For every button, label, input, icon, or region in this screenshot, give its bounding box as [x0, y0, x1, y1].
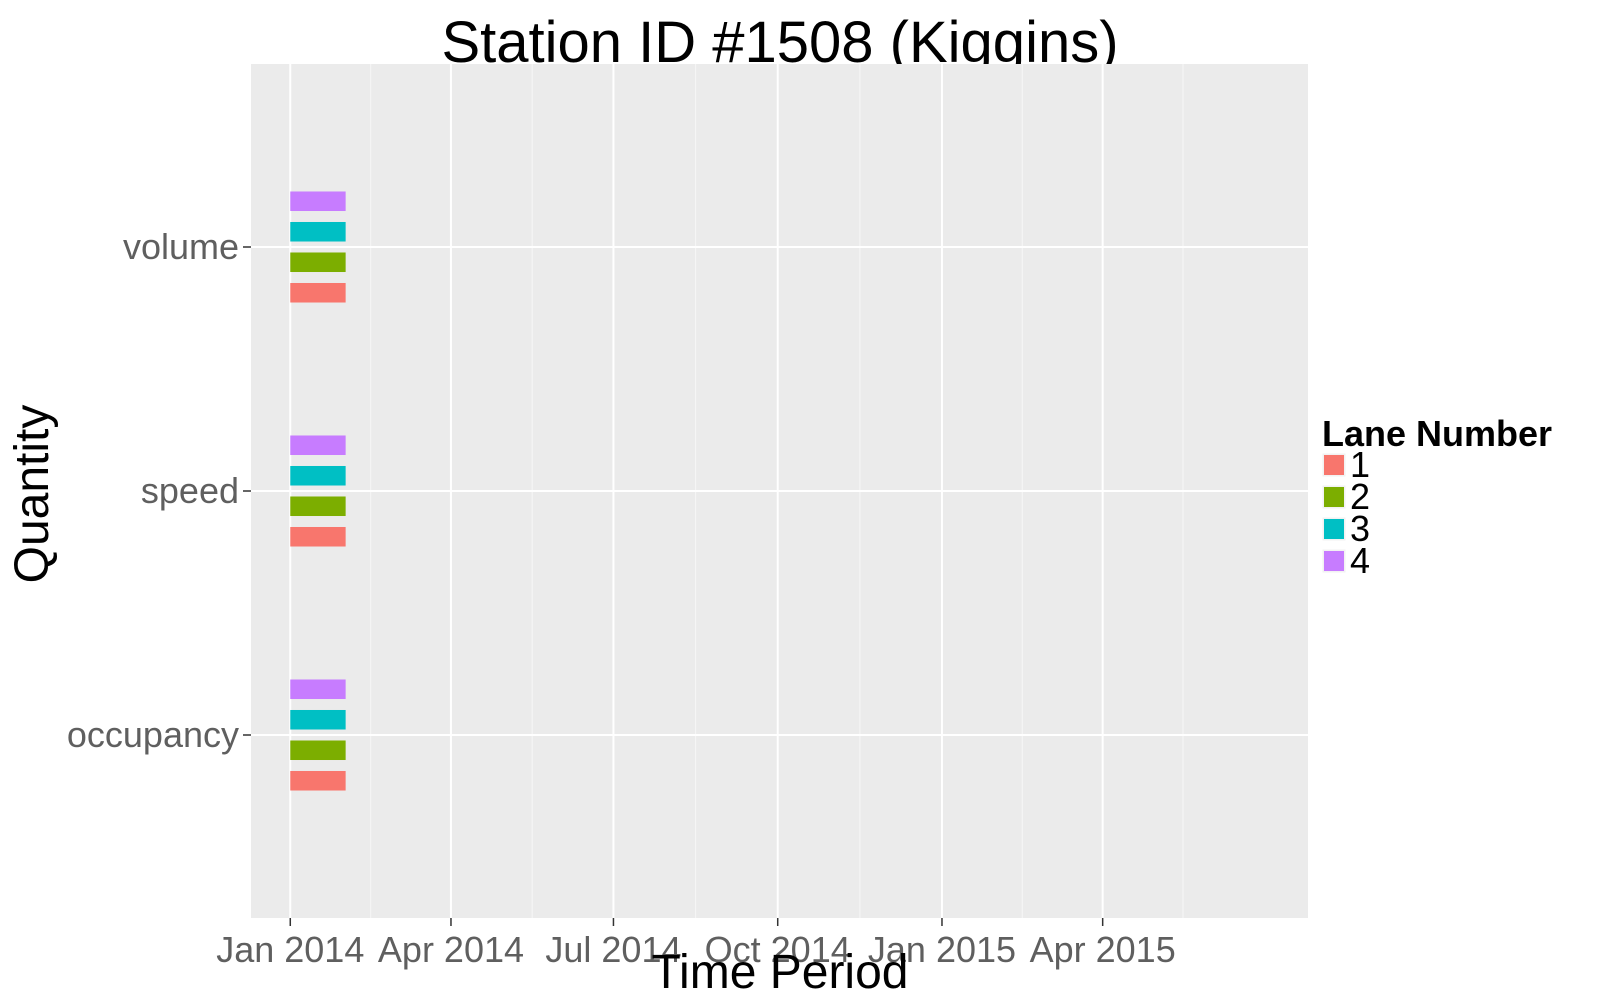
bar-lane-2-volume	[290, 252, 345, 272]
legend-swatch-2	[1324, 487, 1344, 507]
bar-lane-1-speed	[290, 527, 345, 547]
legend-swatch-1	[1324, 455, 1344, 475]
legend-swatch-3	[1324, 519, 1344, 539]
plot-panel	[251, 64, 1308, 918]
x-tick-label: Apr 2014	[378, 929, 524, 970]
y-tick-label: speed	[141, 470, 239, 511]
bar-lane-2-occupancy	[290, 740, 345, 760]
bar-lane-3-speed	[290, 466, 345, 486]
y-axis: occupancy speed volume	[67, 226, 251, 755]
bar-lane-4-occupancy	[290, 679, 345, 699]
y-tick-label: occupancy	[67, 714, 239, 755]
bar-lane-3-volume	[290, 222, 345, 242]
x-tick-label: Apr 2015	[1030, 929, 1176, 970]
legend-label-4: 4	[1350, 540, 1370, 581]
x-axis-title: Time Period	[652, 946, 909, 999]
y-tick-label: volume	[123, 226, 239, 267]
bar-lane-4-speed	[290, 435, 345, 455]
bar-lane-4-volume	[290, 191, 345, 211]
bar-lane-3-occupancy	[290, 710, 345, 730]
y-axis-title: Quantity	[6, 405, 59, 584]
x-tick-label: Jan 2014	[216, 929, 364, 970]
bar-lane-1-occupancy	[290, 771, 345, 791]
legend-swatch-4	[1324, 551, 1344, 571]
bar-lane-2-speed	[290, 496, 345, 516]
bar-lane-1-volume	[290, 283, 345, 303]
